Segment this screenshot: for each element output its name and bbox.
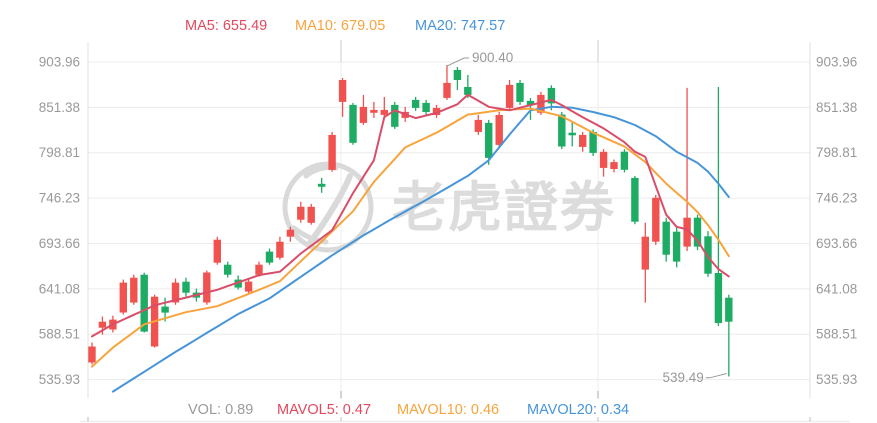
candle-body <box>422 102 430 112</box>
candle-body <box>443 82 451 98</box>
candle-body <box>130 277 138 303</box>
price-tick-label: 746.23 <box>39 191 80 206</box>
candle-body <box>88 346 96 363</box>
price-annotations: 900.40 539.49 <box>446 50 727 385</box>
price-tick-label: 903.96 <box>816 55 857 70</box>
candle-body <box>704 236 712 274</box>
watermark: 老虎證券 <box>282 161 616 253</box>
price-tick-label: 798.81 <box>39 145 80 160</box>
candle-body <box>297 206 305 220</box>
candle-body <box>589 131 597 153</box>
price-tick-label: 693.66 <box>39 236 80 251</box>
candle-body <box>683 217 691 247</box>
candle-body <box>98 321 107 328</box>
candle-body <box>349 104 357 143</box>
candle-body <box>265 251 274 263</box>
ma5-line <box>91 93 730 338</box>
mavol5-legend-label: MAVOL5: 0.47 <box>277 402 372 418</box>
price-tick-label: 746.23 <box>816 191 857 206</box>
candle-body <box>182 281 190 293</box>
price-tick-label: 903.96 <box>39 55 80 70</box>
candle-body <box>171 282 180 303</box>
candle-body <box>318 183 326 187</box>
candle-body <box>244 281 253 292</box>
mavol10-legend-label: MAVOL10: 0.46 <box>397 402 500 418</box>
candle-body <box>537 94 545 113</box>
candle-body <box>725 297 733 322</box>
candle-body <box>203 272 211 303</box>
price-tick-label: 798.81 <box>816 145 857 160</box>
candle-body <box>714 273 723 323</box>
candle-body <box>328 134 336 170</box>
candle-body <box>213 239 221 263</box>
candle-body <box>579 134 587 147</box>
candle-body <box>641 236 649 270</box>
candle-body <box>234 279 242 288</box>
candle-body <box>161 306 169 313</box>
ma20-legend-label: MA20: 747.57 <box>415 18 506 34</box>
candle-body <box>464 87 472 95</box>
ma5-legend-label: MA5: 655.49 <box>185 18 268 34</box>
candle-body <box>224 264 232 275</box>
candle-body <box>558 114 566 147</box>
left-price-axis: 903.96 851.38 798.81 746.23 693.66 641.08 588.… <box>39 55 80 388</box>
candle-body <box>662 221 670 255</box>
candle-body <box>526 100 535 105</box>
price-tick-label: 693.66 <box>816 236 857 251</box>
price-tick-label: 641.08 <box>39 281 80 296</box>
candle-body <box>276 241 284 258</box>
candle-body <box>620 151 629 170</box>
candle-body <box>391 104 399 127</box>
candle-body <box>453 70 462 80</box>
candle-body <box>119 282 127 313</box>
candle-body <box>485 122 493 158</box>
ma20-line <box>111 105 730 393</box>
candle-body <box>672 231 681 262</box>
candle-body <box>338 80 347 102</box>
candle-body <box>307 206 315 223</box>
candles <box>88 65 733 377</box>
candle-body <box>380 109 388 115</box>
price-tick-label: 535.93 <box>816 372 857 387</box>
price-tick-label: 851.38 <box>39 100 80 115</box>
candle-body <box>286 229 295 237</box>
vol-legend-label: VOL: 0.89 <box>188 402 254 418</box>
price-tick-label: 641.08 <box>816 281 857 296</box>
candle-body <box>631 177 639 222</box>
candle-body <box>495 115 503 145</box>
candle-body <box>610 162 618 169</box>
mavol20-legend-label: MAVOL20: 0.34 <box>527 402 630 418</box>
high-price-annotation: 900.40 <box>472 50 513 65</box>
candle-body <box>359 106 368 123</box>
candle-body <box>568 132 576 136</box>
candle-body <box>432 108 441 115</box>
candle-body <box>140 274 148 332</box>
candle-body <box>474 119 482 132</box>
price-tick-label: 588.51 <box>816 327 857 342</box>
ma10-line <box>91 107 730 368</box>
candle-body <box>516 82 524 102</box>
low-price-annotation: 539.49 <box>663 370 704 385</box>
candle-body <box>547 87 556 104</box>
candle-body <box>693 217 702 247</box>
ma10-legend-label: MA10: 679.05 <box>295 18 386 34</box>
price-tick-label: 851.38 <box>816 100 857 115</box>
price-tick-label: 588.51 <box>39 327 80 342</box>
candle-body <box>411 99 420 108</box>
candle-body <box>652 197 660 242</box>
candle-body <box>505 84 514 108</box>
candle-body <box>255 264 263 275</box>
candle-body <box>599 151 608 168</box>
candle-body <box>370 109 378 113</box>
right-price-axis: 903.96 851.38 798.81 746.23 693.66 641.08 588.… <box>816 55 857 388</box>
price-tick-label: 535.93 <box>39 372 80 387</box>
watermark-text: 老虎證券 <box>392 178 616 238</box>
